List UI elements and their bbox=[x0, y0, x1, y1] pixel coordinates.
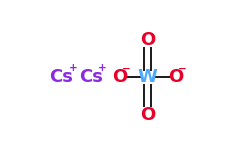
Text: O: O bbox=[112, 68, 127, 86]
Text: Cs: Cs bbox=[49, 68, 73, 86]
Text: +: + bbox=[68, 63, 77, 73]
Text: O: O bbox=[168, 68, 183, 86]
Text: −: − bbox=[178, 64, 187, 74]
Text: +: + bbox=[98, 63, 107, 73]
Text: W: W bbox=[138, 68, 158, 86]
Text: Cs: Cs bbox=[79, 68, 103, 86]
Text: O: O bbox=[140, 106, 155, 124]
Text: O: O bbox=[140, 31, 155, 49]
Text: −: − bbox=[122, 64, 131, 74]
